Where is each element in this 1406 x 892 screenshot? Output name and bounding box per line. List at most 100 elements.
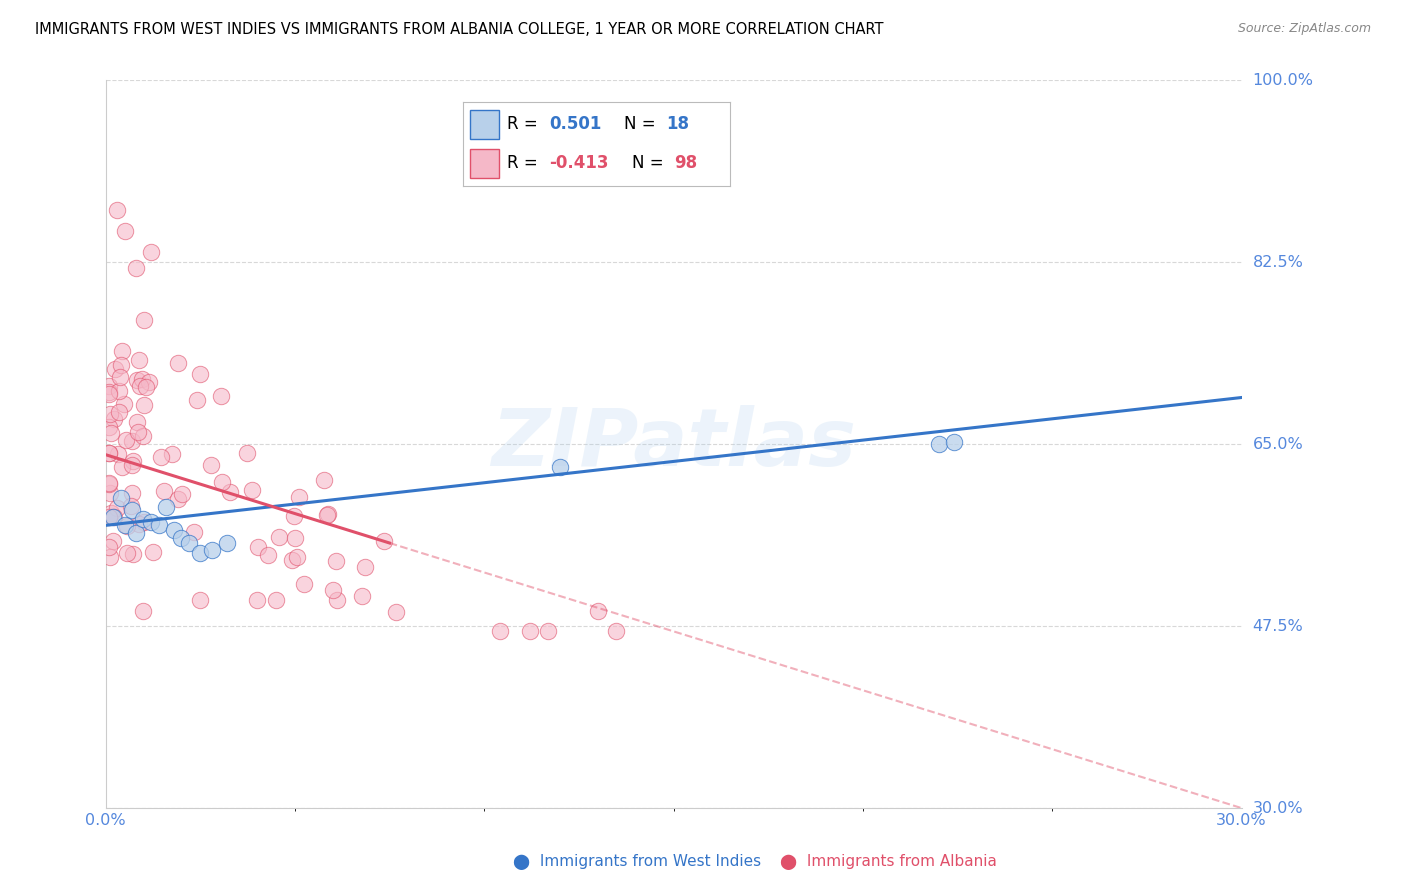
Point	[211, 475, 233, 490]
Point	[114, 433, 136, 447]
Point	[122, 547, 145, 561]
Point	[125, 525, 148, 540]
Point	[125, 373, 148, 387]
Point	[100, 426, 122, 441]
Text: IMMIGRANTS FROM WEST INDIES VS IMMIGRANTS FROM ALBANIA COLLEGE, 1 YEAR OR MORE C: IMMIGRANTS FROM WEST INDIES VS IMMIGRANT…	[35, 22, 883, 37]
Point	[98, 446, 121, 460]
Text: Source: ZipAtlas.com: Source: ZipAtlas.com	[1237, 22, 1371, 36]
Point	[292, 576, 315, 591]
Point	[101, 533, 124, 548]
Point	[537, 624, 560, 639]
Text: 100.0%: 100.0%	[1253, 73, 1313, 88]
Point	[108, 370, 131, 384]
Point	[103, 510, 125, 524]
Point	[98, 407, 121, 421]
Point	[283, 508, 305, 523]
Point	[257, 548, 280, 562]
Point	[153, 484, 176, 499]
Point	[139, 244, 162, 259]
Point	[121, 502, 143, 516]
Point	[519, 624, 541, 639]
Text: 47.5%: 47.5%	[1253, 619, 1303, 633]
Point	[149, 450, 172, 464]
Point	[605, 624, 627, 639]
Point	[127, 425, 149, 440]
Point	[354, 560, 377, 574]
Point	[104, 362, 127, 376]
Point	[131, 372, 153, 386]
Point	[120, 500, 142, 514]
Point	[928, 437, 950, 451]
Point	[170, 531, 193, 545]
Point	[200, 458, 222, 472]
Point	[288, 490, 311, 504]
Point	[114, 518, 136, 533]
Point	[107, 384, 129, 398]
Point	[105, 203, 128, 218]
Point	[218, 484, 240, 499]
Point	[166, 356, 188, 370]
Point	[105, 501, 128, 516]
Point	[138, 375, 160, 389]
Point	[142, 545, 165, 559]
Point	[316, 508, 339, 523]
Point	[132, 515, 155, 529]
Point	[281, 552, 304, 566]
Point	[135, 379, 157, 393]
Point	[115, 546, 138, 560]
Point	[98, 419, 121, 434]
Point	[183, 524, 205, 539]
Point	[236, 445, 259, 459]
Point	[103, 510, 125, 524]
Text: 30.0%: 30.0%	[1253, 801, 1303, 815]
Point	[246, 540, 269, 554]
Point	[114, 224, 136, 238]
Point	[314, 473, 336, 487]
Point	[215, 536, 238, 550]
Point	[98, 540, 121, 554]
Point	[246, 593, 269, 607]
Point	[129, 378, 152, 392]
Point	[325, 554, 347, 568]
Point	[188, 546, 211, 560]
Point	[266, 593, 288, 607]
Point	[128, 353, 150, 368]
Point	[132, 604, 155, 618]
Point	[177, 536, 200, 550]
Point	[98, 387, 121, 401]
Point	[209, 389, 232, 403]
Point	[284, 531, 307, 545]
Point	[188, 368, 211, 382]
Point	[186, 392, 208, 407]
Point	[98, 486, 121, 500]
Point	[121, 486, 143, 500]
Point	[132, 429, 155, 443]
Point	[100, 550, 122, 565]
Point	[163, 523, 186, 537]
Point	[98, 379, 121, 393]
Point	[240, 483, 263, 498]
Point	[111, 460, 134, 475]
Point	[121, 434, 143, 448]
Point	[110, 358, 132, 372]
Point	[121, 458, 143, 472]
Text: ⬤  Immigrants from Albania: ⬤ Immigrants from Albania	[780, 854, 997, 870]
Text: 82.5%: 82.5%	[1253, 255, 1303, 270]
Point	[488, 624, 510, 639]
Point	[132, 312, 155, 326]
Point	[112, 397, 135, 411]
Text: 65.0%: 65.0%	[1253, 437, 1303, 451]
Point	[132, 512, 155, 526]
Point	[148, 518, 170, 533]
Point	[201, 543, 224, 558]
Text: ⬤  Immigrants from West Indies: ⬤ Immigrants from West Indies	[513, 854, 761, 870]
Point	[316, 507, 339, 521]
Point	[384, 605, 406, 619]
Point	[98, 509, 121, 524]
Point	[111, 343, 134, 358]
Point	[98, 446, 121, 460]
Point	[108, 405, 131, 419]
Point	[132, 399, 155, 413]
Point	[98, 384, 121, 399]
Point	[326, 593, 349, 607]
